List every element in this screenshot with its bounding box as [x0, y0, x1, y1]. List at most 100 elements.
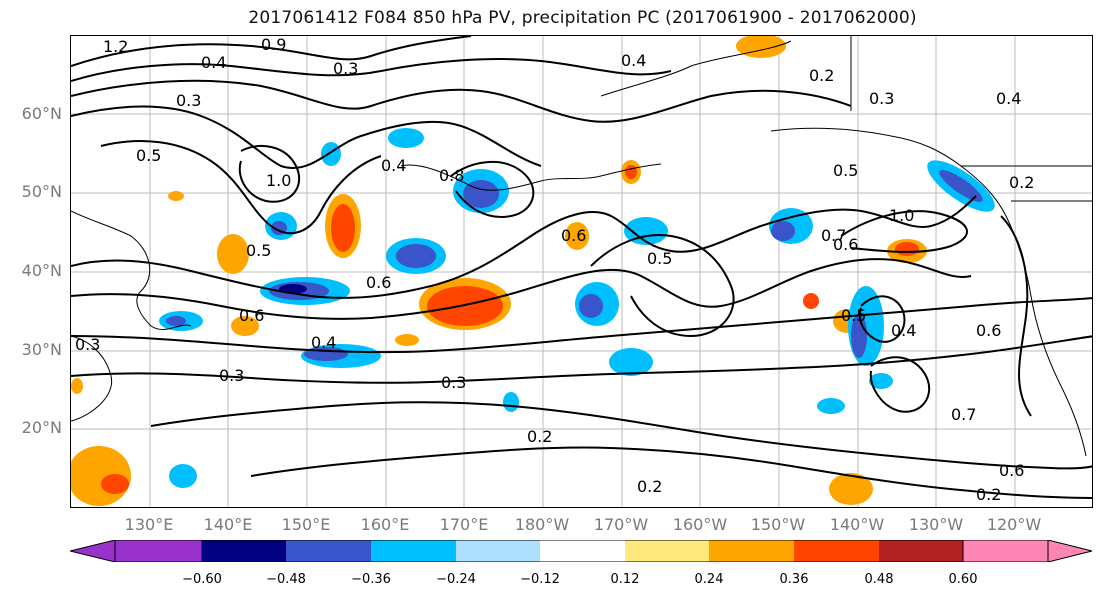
map-canvas: 1.2 0.4 0.3 0.9 0.4 0.2 0.3 0.4 0.5 1.0 …	[71, 36, 1092, 507]
pv-contours	[71, 36, 1092, 499]
coastlines	[71, 36, 1092, 457]
contour-label: 1.0	[266, 171, 291, 190]
lat-label-60n: 60°N	[21, 104, 62, 123]
precip-patch	[503, 392, 519, 412]
contour-label: 1.2	[103, 37, 128, 56]
contour-label: 0.8	[439, 166, 464, 185]
colorbar-tick: −0.48	[266, 572, 306, 587]
lat-label-30n: 30°N	[21, 340, 62, 359]
lon-label-160e: 160°E	[360, 515, 410, 534]
colorbar-tick: 0.60	[948, 572, 978, 587]
colorbar-bin	[625, 540, 709, 562]
map-title: 2017061412 F084 850 hPa PV, precipitatio…	[248, 8, 917, 28]
contour-label: 0.3	[176, 91, 201, 110]
contour-label: 0.4	[311, 333, 336, 352]
precip-patch	[71, 378, 83, 394]
precip-patch	[895, 242, 919, 256]
colorbar-bin	[709, 540, 794, 562]
colorbar-tick: −0.60	[182, 572, 222, 587]
contour-label: 0.2	[1009, 173, 1034, 192]
contour-label: 0.7	[951, 405, 976, 424]
contour-label: 0.5	[246, 241, 271, 260]
lat-label-50n: 50°N	[21, 182, 62, 201]
precip-patch	[395, 334, 419, 346]
lat-label-40n: 40°N	[21, 261, 62, 280]
contour-label: 0.9	[261, 36, 286, 54]
colorbar-extend-low	[69, 539, 203, 563]
precip-patch	[817, 398, 845, 414]
lon-label-160w: 160°W	[672, 515, 728, 534]
precip-patch	[388, 128, 424, 148]
contour-label: 0.5	[647, 249, 672, 268]
precip-patch	[321, 142, 341, 166]
contour-label: 0.6	[976, 321, 1001, 340]
precip-patch	[609, 348, 653, 376]
contour-label: 0.3	[869, 89, 894, 108]
lon-label-150w: 150°W	[750, 515, 806, 534]
lon-label-140e: 140°E	[203, 515, 253, 534]
colorbar-bin	[794, 540, 879, 562]
contour-label: 0.2	[809, 66, 834, 85]
lon-label-130w: 130°W	[908, 515, 964, 534]
colorbar-tick: −0.12	[520, 572, 560, 587]
contour-label: 0.4	[891, 321, 916, 340]
contour-label: 0.5	[833, 161, 858, 180]
lon-label-150e: 150°E	[281, 515, 331, 534]
lon-label-170w: 170°W	[593, 515, 649, 534]
colorbar-extend-high	[962, 539, 1093, 563]
precip-patch	[829, 473, 873, 505]
precip-patch	[331, 204, 355, 252]
precip-patch	[231, 316, 259, 336]
graticule	[71, 36, 1092, 507]
colorbar-bin	[371, 540, 456, 562]
precip-patch	[771, 221, 795, 241]
precip-patch	[869, 373, 893, 389]
precip-patch	[101, 474, 129, 494]
lon-label-180w: 180°W	[514, 515, 570, 534]
colorbar	[69, 539, 1093, 563]
colorbar-tick: 0.24	[694, 572, 724, 587]
precip-patch	[939, 170, 983, 202]
contour-label: 0.5	[841, 306, 866, 325]
contour-label: 0.5	[136, 146, 161, 165]
lon-label-140w: 140°W	[829, 515, 885, 534]
contour-label: 0.3	[219, 366, 244, 385]
contour-label: 0.6	[999, 461, 1024, 480]
contour-label: 0.2	[976, 485, 1001, 504]
contour-label: 0.6	[833, 235, 858, 254]
precip-negative-shading	[159, 128, 995, 488]
contour-label: 0.6	[561, 226, 586, 245]
precip-patch	[579, 294, 603, 318]
map-panel: 1.2 0.4 0.3 0.9 0.4 0.2 0.3 0.4 0.5 1.0 …	[70, 35, 1093, 508]
colorbar-bin	[202, 540, 286, 562]
colorbar-bin	[879, 540, 963, 562]
contour-label: 0.4	[381, 156, 406, 175]
contour-labels: 1.2 0.4 0.3 0.9 0.4 0.2 0.3 0.4 0.5 1.0 …	[75, 36, 1034, 504]
contour-label: 0.6	[239, 306, 264, 325]
precip-patch	[625, 165, 637, 179]
lon-label-120w: 120°W	[986, 515, 1042, 534]
precip-patch	[168, 191, 184, 201]
contour-label: 0.4	[996, 89, 1021, 108]
contour-label: 0.6	[366, 273, 391, 292]
lon-label-170e: 170°E	[439, 515, 489, 534]
colorbar-svg	[69, 539, 1093, 563]
colorbar-tick: −0.36	[351, 572, 391, 587]
colorbar-bin	[286, 540, 371, 562]
contour-label: 1.0	[889, 206, 914, 225]
precip-patch	[396, 244, 436, 268]
precip-patch	[169, 464, 197, 488]
contour-label: 0.2	[637, 477, 662, 496]
contour-label: 0.3	[75, 335, 100, 354]
contour-label: 0.7	[821, 226, 846, 245]
colorbar-tick: −0.24	[436, 572, 476, 587]
lat-label-20n: 20°N	[21, 418, 62, 437]
precip-patch	[565, 222, 589, 250]
lon-label-130e: 130°E	[124, 515, 174, 534]
precip-patch	[166, 316, 186, 326]
contour-label: 0.3	[333, 59, 358, 78]
contour-label: 0.4	[201, 53, 226, 72]
precip-patch	[217, 234, 249, 274]
contour-label: 0.4	[621, 51, 646, 70]
precip-patch	[803, 293, 819, 309]
